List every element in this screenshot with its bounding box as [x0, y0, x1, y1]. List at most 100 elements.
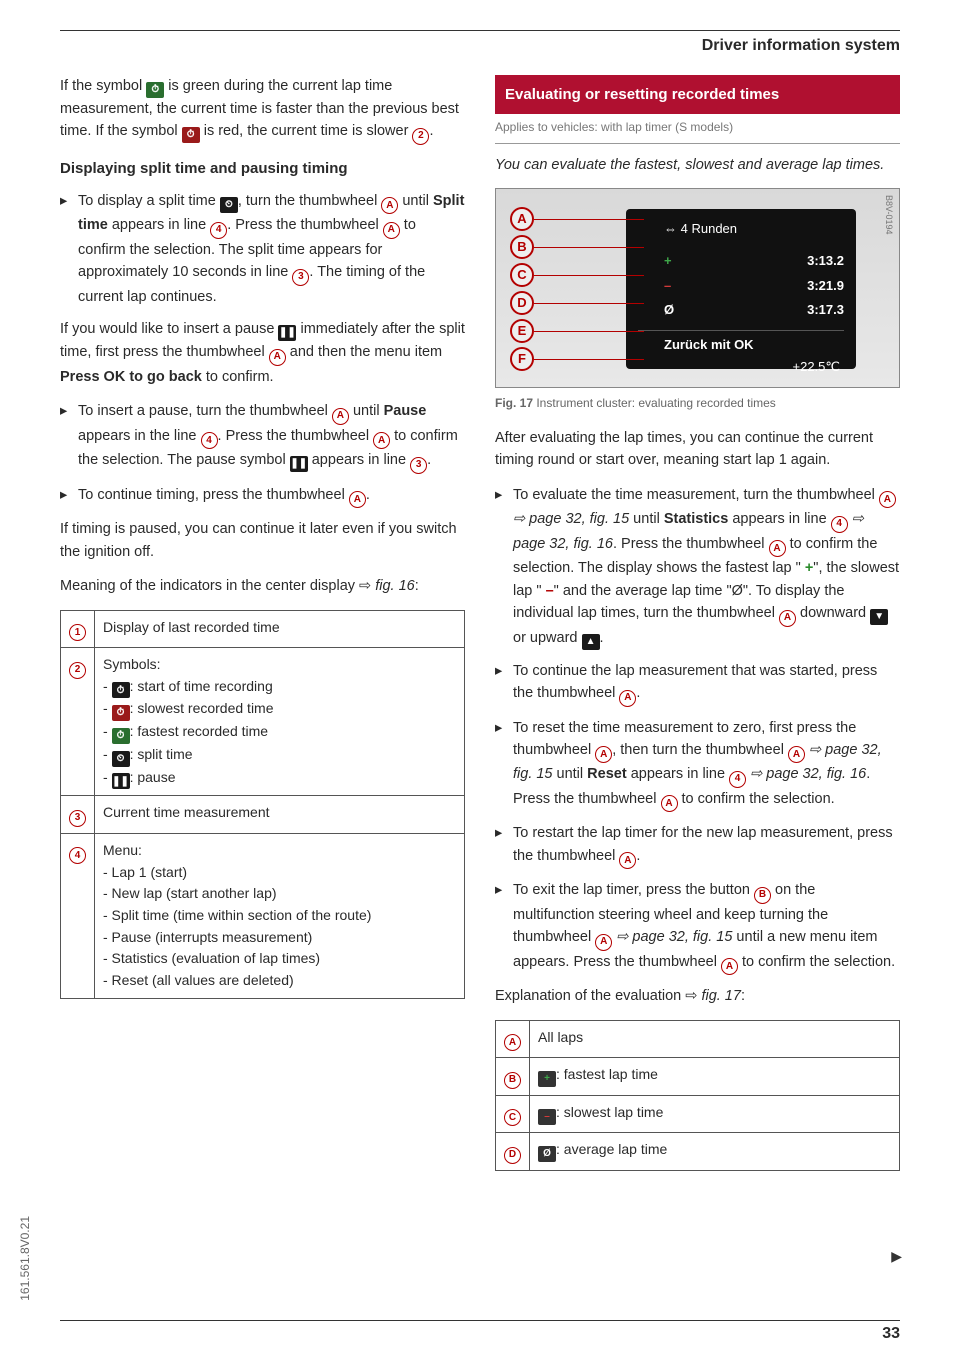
intro-paragraph: If the symbol ⏱ is green during the curr…	[60, 75, 465, 145]
text: Symbols:	[103, 656, 161, 672]
ref-a-icon: A	[788, 746, 805, 763]
ref-2-icon: 2	[412, 128, 429, 145]
text: appears in line	[308, 452, 410, 468]
pause-icon: ❚❚	[112, 773, 130, 789]
text: Menu:	[103, 842, 142, 858]
callout-e-icon: E	[510, 319, 534, 343]
figure-17: B8V-0194 ⇔ 4 Runden +3:13.2 –3:21.9 Ø3:1…	[495, 188, 900, 388]
cluster-panel: ⇔ 4 Runden +3:13.2 –3:21.9 Ø3:17.3 Zurüc…	[626, 209, 856, 369]
callout-a-icon: A	[510, 207, 534, 231]
paragraph: Meaning of the indicators in the center …	[60, 575, 465, 597]
text: . Press the thumbwheel	[218, 428, 374, 444]
minus-symbol: –	[546, 583, 554, 599]
text: .	[429, 123, 433, 139]
text: appears in the line	[78, 428, 201, 444]
ref-a-icon: A	[619, 690, 636, 707]
minus-box-icon: –	[538, 1109, 556, 1125]
ref-3-icon: 3	[69, 810, 86, 827]
ref-a-icon: A	[779, 610, 796, 627]
ref-a-icon: A	[661, 795, 678, 812]
ref-a-icon: A	[619, 852, 636, 869]
ref-b-icon: B	[754, 887, 771, 904]
ref-a-icon: A	[381, 197, 398, 214]
lap-value: 3:13.2	[807, 251, 844, 271]
text: To insert a pause, turn the thumbwheel	[78, 403, 332, 419]
table-cell: Display of last recorded time	[95, 610, 465, 648]
text: - New lap (start another lap)	[103, 885, 277, 901]
text: .	[366, 487, 370, 503]
ref-b-icon: B	[504, 1072, 521, 1089]
callout-d-icon: D	[510, 291, 534, 315]
avg-box-icon: Ø	[538, 1146, 556, 1162]
clock-green-icon: ⏱	[146, 82, 164, 98]
evaluation-table: A All laps B +: fastest lap time C –: sl…	[495, 1020, 900, 1171]
text: : split time	[130, 746, 193, 762]
text: : slowest recorded time	[130, 700, 274, 716]
paragraph: If timing is paused, you can continue it…	[60, 518, 465, 563]
paragraph: After evaluating the lap times, you can …	[495, 427, 900, 472]
bullet-mark: ▸	[60, 484, 78, 509]
page-ref: ⇨ page 32, fig. 15	[513, 511, 629, 527]
bullet-mark: ▸	[60, 400, 78, 474]
text: - Reset (all values are deleted)	[103, 972, 294, 988]
callout-b-icon: B	[510, 235, 534, 259]
ref-a-icon: A	[879, 491, 896, 508]
paragraph: If you would like to insert a pause ❚❚ i…	[60, 318, 465, 388]
text: To continue timing, press the thumbwheel	[78, 487, 349, 503]
paragraph: Explanation of the evaluation ⇨ fig. 17:	[495, 985, 900, 1007]
ref-d-icon: D	[504, 1147, 521, 1164]
right-column: Evaluating or resetting recorded times A…	[495, 75, 900, 1171]
bullet-item: ▸ To exit the lap timer, press the butto…	[495, 879, 900, 975]
indicator-table: 1 Display of last recorded time 2 Symbol…	[60, 610, 465, 999]
ref-a-icon: A	[504, 1034, 521, 1051]
clock-red-icon: ⏱	[182, 127, 200, 143]
text: If the symbol	[60, 78, 146, 94]
pause-icon: ❚❚	[290, 456, 308, 472]
text: To display a split time	[78, 193, 220, 209]
clock-red-icon: ⏱	[112, 705, 130, 721]
text: to confirm.	[206, 369, 274, 385]
lap-value: 3:17.3	[807, 300, 844, 320]
page-ref: ⇨ page 32, fig. 15	[612, 929, 732, 945]
bullet-item: ▸ To insert a pause, turn the thumbwheel…	[60, 400, 465, 474]
down-arrow-icon: ▼	[870, 609, 888, 625]
ref-4-icon: 4	[831, 516, 848, 533]
pause-icon: ❚❚	[278, 325, 296, 341]
text: - Lap 1 (start)	[103, 864, 187, 880]
fig-ref: fig. 17	[701, 988, 741, 1004]
table-cell: All laps	[530, 1020, 900, 1058]
text: - Split time (time within section of the…	[103, 907, 371, 923]
table-cell: +: fastest lap time	[530, 1058, 900, 1096]
table-cell: Symbols: - ⏱: start of time recording - …	[95, 648, 465, 796]
image-code: B8V-0194	[881, 195, 895, 235]
bold-text: Pause	[384, 403, 427, 419]
bullet-item: ▸ To continue timing, press the thumbwhe…	[60, 484, 465, 509]
ref-4-icon: 4	[210, 222, 227, 239]
text: until	[398, 193, 433, 209]
clock-icon: ⏱	[112, 682, 130, 698]
split-time-icon: ⏲	[220, 197, 238, 213]
bullet-item: ▸ To restart the lap timer for the new l…	[495, 822, 900, 869]
bullet-item: ▸ To continue the lap measurement that w…	[495, 660, 900, 707]
text: . Press the thumbwheel	[227, 217, 383, 233]
ref-1-icon: 1	[69, 624, 86, 641]
clock-green-icon: ⏱	[112, 728, 130, 744]
text: If you would like to insert a pause	[60, 321, 278, 337]
ref-2-icon: 2	[69, 662, 86, 679]
italic-intro: You can evaluate the fastest, slowest an…	[495, 154, 900, 176]
ref-a-icon: A	[349, 491, 366, 508]
text: Instrument cluster: evaluating recorded …	[533, 396, 776, 410]
callout-c-icon: C	[510, 263, 534, 287]
lap-value: 3:21.9	[807, 276, 844, 296]
panel-back: Zurück mit OK	[638, 330, 844, 355]
ref-a-icon: A	[595, 746, 612, 763]
left-column: If the symbol ⏱ is green during the curr…	[60, 75, 465, 1171]
callout-f-icon: F	[510, 347, 534, 371]
table-cell: Current time measurement	[95, 796, 465, 834]
section-bar: Evaluating or resetting recorded times	[495, 75, 900, 114]
text: :	[415, 578, 419, 594]
continue-arrow-icon: ▶	[891, 1248, 902, 1265]
text: and then the menu item	[286, 344, 442, 360]
ref-a-icon: A	[332, 408, 349, 425]
text: : fastest recorded time	[130, 723, 269, 739]
